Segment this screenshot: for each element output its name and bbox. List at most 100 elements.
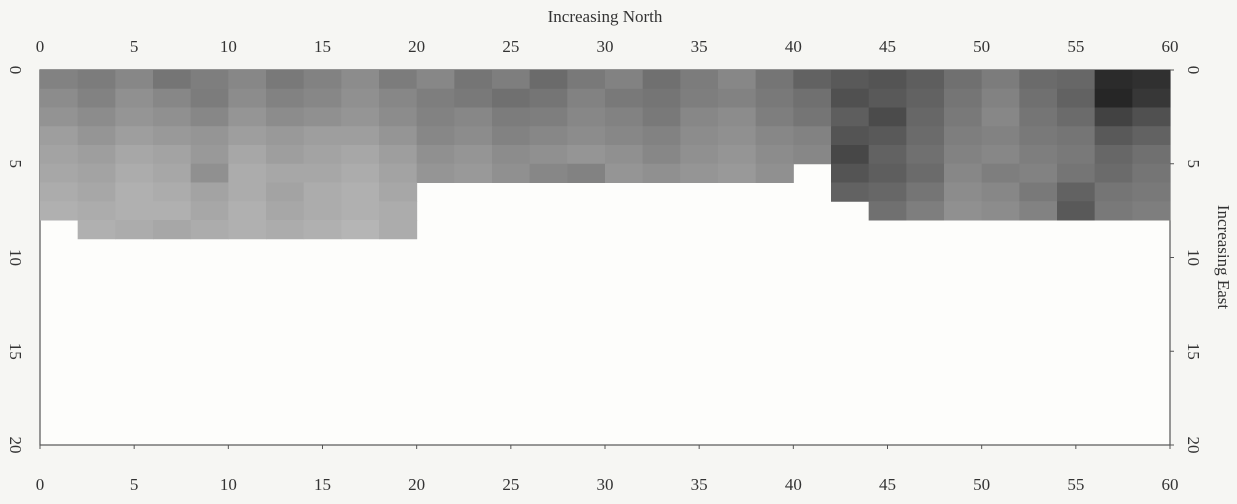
heatmap-cell	[605, 145, 644, 165]
heatmap-cell	[981, 182, 1020, 202]
heatmap-cell	[605, 126, 644, 146]
heatmap-cell	[906, 70, 945, 90]
heatmap-cell	[831, 107, 870, 127]
heatmap-cell	[416, 145, 455, 165]
heatmap-cell	[77, 201, 116, 221]
heatmap-cell	[228, 145, 267, 165]
heatmap-cell	[831, 163, 870, 183]
x-tick-label-bottom: 5	[130, 475, 139, 494]
heatmap-cell	[944, 107, 983, 127]
y-tick-label-left: 15	[6, 343, 25, 360]
heatmap-cell	[718, 70, 757, 90]
x-tick-label-bottom: 40	[785, 475, 802, 494]
heatmap-cell	[153, 88, 192, 108]
heatmap-cell	[680, 88, 719, 108]
heatmap-cell	[605, 70, 644, 90]
heatmap-cell	[266, 182, 305, 202]
heatmap-cell	[190, 182, 229, 202]
heatmap-cell	[1132, 70, 1171, 90]
heatmap-cell	[77, 126, 116, 146]
heatmap-cell	[944, 88, 983, 108]
x-tick-label-bottom: 30	[597, 475, 614, 494]
heatmap-cell	[1019, 88, 1058, 108]
heatmap-cell	[303, 220, 342, 240]
heatmap-cell	[492, 107, 531, 127]
heatmap-cell	[416, 163, 455, 183]
heatmap-cell	[680, 163, 719, 183]
heatmap-cell	[831, 182, 870, 202]
heatmap-cell	[981, 107, 1020, 127]
heatmap-cell	[1057, 107, 1096, 127]
x-tick-label-bottom: 25	[502, 475, 519, 494]
heatmap-cell	[906, 88, 945, 108]
x-tick-label-top: 50	[973, 37, 990, 56]
y-tick-label-right: 0	[1184, 66, 1203, 75]
heatmap-cell	[567, 107, 606, 127]
heatmap-cell	[718, 126, 757, 146]
heatmap-cell	[77, 163, 116, 183]
y-tick-label-right: 5	[1184, 160, 1203, 169]
heatmap-cell	[1057, 182, 1096, 202]
heatmap-cell	[40, 107, 79, 127]
heatmap-cell	[680, 145, 719, 165]
y-tick-label-left: 20	[6, 437, 25, 454]
heatmap-cell	[266, 126, 305, 146]
heatmap-cell	[153, 145, 192, 165]
heatmap-cell	[680, 126, 719, 146]
heatmap-cell	[115, 201, 154, 221]
heatmap-cell	[341, 145, 380, 165]
heatmap-cell	[153, 163, 192, 183]
heatmap-cell	[755, 70, 794, 90]
heatmap-cell	[831, 88, 870, 108]
heatmap-cell	[642, 145, 681, 165]
heatmap-cell	[303, 145, 342, 165]
heatmap-cell	[190, 126, 229, 146]
heatmap-cell	[190, 70, 229, 90]
heatmap-cell	[868, 182, 907, 202]
heatmap-cell	[228, 107, 267, 127]
heatmap-cell	[416, 126, 455, 146]
heatmap-cell	[303, 70, 342, 90]
heatmap-cell	[981, 163, 1020, 183]
heatmap-cell	[529, 70, 568, 90]
x-tick-label-top: 25	[502, 37, 519, 56]
heatmap-cell	[454, 126, 493, 146]
heatmap-cell	[1094, 88, 1133, 108]
heatmap-cell	[755, 163, 794, 183]
heatmap-cell	[416, 88, 455, 108]
heatmap-cell	[303, 163, 342, 183]
heatmap-cell	[1019, 70, 1058, 90]
heatmap-cell	[868, 145, 907, 165]
heatmap-cell	[1094, 70, 1133, 90]
heatmap-cell	[379, 220, 418, 240]
x-tick-label-bottom: 50	[973, 475, 990, 494]
heatmap-cell	[153, 182, 192, 202]
heatmap-cell	[40, 70, 79, 90]
heatmap-cell	[793, 107, 832, 127]
x-tick-label-bottom: 35	[691, 475, 708, 494]
heatmap-cell	[266, 145, 305, 165]
heatmap-cell	[77, 107, 116, 127]
heatmap-cell	[77, 70, 116, 90]
y-tick-label-left: 5	[6, 160, 25, 169]
heatmap-cell	[1019, 163, 1058, 183]
x-tick-label-top: 10	[220, 37, 237, 56]
y-tick-label-right: 20	[1184, 437, 1203, 454]
heatmap-cell	[492, 163, 531, 183]
heatmap-cell	[77, 145, 116, 165]
heatmap-cell	[906, 201, 945, 221]
heatmap-cell	[755, 107, 794, 127]
heatmap-cell	[77, 88, 116, 108]
heatmap-cell	[529, 126, 568, 146]
heatmap-cell	[40, 126, 79, 146]
x-tick-label-top: 60	[1162, 37, 1179, 56]
heatmap-cell	[266, 220, 305, 240]
heatmap-cell	[379, 145, 418, 165]
x-tick-label-top: 0	[36, 37, 45, 56]
heatmap-cell	[266, 88, 305, 108]
x-tick-label-top: 45	[879, 37, 896, 56]
heatmap-cell	[379, 88, 418, 108]
heatmap-cell	[454, 163, 493, 183]
heatmap-cell	[492, 126, 531, 146]
heatmap-cell	[981, 88, 1020, 108]
